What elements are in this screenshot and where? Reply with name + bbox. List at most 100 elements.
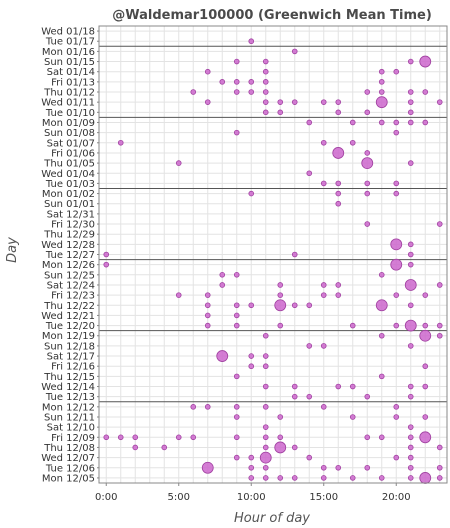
y-tick-label: Sat 01/07	[47, 138, 95, 149]
y-tick-label: Mon 12/19	[42, 331, 95, 342]
data-point	[320, 464, 327, 471]
x-tick-label: 15:00	[309, 492, 338, 503]
data-point	[390, 258, 403, 271]
data-point	[332, 147, 345, 159]
data-point	[277, 434, 284, 441]
data-point	[407, 99, 414, 105]
data-point	[364, 109, 371, 116]
data-point	[407, 343, 414, 349]
data-point	[175, 292, 182, 298]
y-tick-label: Mon 01/16	[42, 47, 95, 58]
data-point	[248, 190, 255, 197]
data-point	[378, 332, 385, 339]
data-point	[306, 454, 313, 461]
data-point	[436, 322, 443, 329]
y-tick-label: Fri 01/13	[51, 77, 95, 88]
data-point	[204, 312, 211, 319]
data-point	[335, 282, 342, 288]
data-point	[262, 353, 269, 359]
y-tick-label: Sun 12/25	[44, 270, 95, 281]
data-point	[335, 109, 342, 116]
y-tick-label: Wed 01/04	[41, 169, 95, 180]
data-point	[407, 383, 414, 390]
data-point	[117, 434, 124, 441]
data-point	[262, 383, 269, 390]
data-point	[419, 472, 432, 484]
y-tick-label: Tue 01/03	[45, 179, 95, 190]
y-tick-label: Tue 01/17	[45, 37, 95, 48]
data-point	[349, 119, 356, 126]
data-point	[349, 139, 356, 146]
data-point	[407, 160, 414, 166]
y-tick-label: Wed 12/28	[41, 240, 95, 251]
data-point	[233, 373, 240, 380]
data-point	[274, 441, 287, 454]
data-point	[378, 68, 385, 75]
data-point	[364, 190, 371, 197]
data-point	[419, 329, 432, 342]
data-point	[103, 261, 110, 268]
data-point	[103, 251, 110, 258]
data-point	[393, 190, 400, 197]
data-point	[291, 383, 298, 390]
data-point	[349, 322, 356, 329]
data-point	[378, 119, 385, 126]
data-point	[349, 383, 356, 390]
data-point	[132, 434, 139, 441]
data-point	[219, 272, 226, 278]
data-point	[262, 89, 269, 95]
y-axis-label: Day	[5, 237, 20, 263]
data-point	[291, 48, 298, 55]
data-point	[248, 38, 255, 45]
data-point	[407, 251, 414, 258]
data-point	[262, 68, 269, 75]
data-point	[407, 393, 414, 400]
data-point	[378, 272, 385, 278]
data-point	[233, 272, 240, 278]
x-tick-label: 20:00	[382, 492, 411, 503]
data-point	[233, 414, 240, 420]
data-point	[117, 139, 124, 146]
data-point	[233, 129, 240, 136]
y-tick-label: Mon 01/02	[42, 189, 95, 200]
data-point	[233, 302, 240, 309]
data-point	[274, 299, 287, 312]
data-point	[393, 322, 400, 329]
data-point	[320, 475, 327, 481]
data-point	[233, 434, 240, 441]
data-point	[262, 99, 269, 105]
data-point	[422, 414, 429, 420]
data-point	[277, 322, 284, 329]
data-point	[407, 444, 414, 451]
y-tick-label: Sun 12/11	[44, 412, 95, 423]
y-tick-label: Fri 12/30	[51, 220, 95, 231]
y-tick-label: Tue 12/13	[45, 392, 95, 403]
data-point	[393, 414, 400, 420]
y-tick-label: Sat 12/10	[47, 423, 95, 434]
data-point	[262, 424, 269, 430]
data-point	[277, 414, 284, 420]
data-point	[335, 292, 342, 298]
data-point	[335, 383, 342, 390]
data-point	[378, 373, 385, 380]
y-tick-label: Tue 12/20	[45, 321, 95, 332]
y-tick-label: Thu 01/12	[43, 88, 95, 99]
data-point	[233, 89, 240, 95]
data-point	[364, 434, 371, 441]
data-point	[375, 299, 388, 312]
grid	[99, 26, 447, 483]
data-point	[262, 332, 269, 339]
data-point	[233, 79, 240, 85]
y-tick-label: Fri 12/16	[51, 362, 95, 373]
data-point	[248, 79, 255, 85]
data-point	[364, 393, 371, 400]
data-point	[407, 464, 414, 471]
data-point	[277, 475, 284, 481]
data-point	[320, 139, 327, 146]
data-point	[320, 99, 327, 105]
data-point	[277, 282, 284, 288]
data-point	[335, 464, 342, 471]
data-point	[436, 464, 443, 471]
